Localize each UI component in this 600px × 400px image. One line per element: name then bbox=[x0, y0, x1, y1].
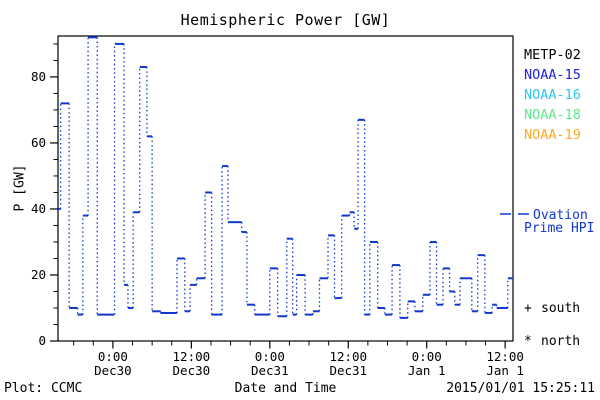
x-tick-time-label: 0:00 bbox=[98, 349, 128, 364]
x-tick-date-label: Dec30 bbox=[173, 363, 211, 378]
ovation-legend-line1: Ovation bbox=[533, 208, 588, 223]
plot-timestamp: 2015/01/01 15:25:11 bbox=[446, 381, 595, 396]
x-tick-time-label: 0:00 bbox=[255, 349, 285, 364]
north-marker-legend: * north bbox=[524, 334, 580, 349]
plot-credit: Plot: CCMC bbox=[4, 381, 83, 396]
legend-item-noaa19: NOAA-19 bbox=[524, 127, 581, 143]
south-marker-legend: + south bbox=[524, 301, 580, 316]
legend-item-noaa16: NOAA-16 bbox=[524, 87, 581, 103]
legend-item-metp02: METP-02 bbox=[524, 47, 581, 63]
y-tick-label: 20 bbox=[31, 267, 46, 282]
x-tick-date-label: Dec31 bbox=[251, 363, 289, 378]
south-label: south bbox=[541, 301, 581, 316]
x-axis-label: Date and Time bbox=[234, 381, 337, 396]
plus-symbol: + bbox=[524, 301, 532, 316]
x-tick-date-label: Jan 1 bbox=[486, 363, 524, 378]
y-tick-label: 80 bbox=[31, 69, 46, 84]
y-axis-label: P [GW] bbox=[12, 164, 28, 212]
asterisk-symbol: * bbox=[524, 334, 532, 349]
y-tick-label: 60 bbox=[31, 135, 46, 150]
x-tick-date-label: Dec31 bbox=[329, 363, 367, 378]
x-tick-date-label: Jan 1 bbox=[408, 363, 446, 378]
x-tick-date-label: Dec30 bbox=[94, 363, 132, 378]
x-tick-time-label: 12:00 bbox=[173, 349, 211, 364]
x-tick-time-label: 12:00 bbox=[329, 349, 367, 364]
y-tick-label: 0 bbox=[38, 333, 46, 348]
ovation-legend-line2: Prime HPI bbox=[524, 221, 595, 236]
plot-title: Hemispheric Power [GW] bbox=[180, 11, 391, 29]
x-tick-time-label: 0:00 bbox=[412, 349, 442, 364]
plot-border bbox=[57, 35, 514, 342]
legend-item-noaa15: NOAA-15 bbox=[524, 67, 581, 83]
y-tick-label: 40 bbox=[31, 201, 46, 216]
legend-item-noaa18: NOAA-18 bbox=[524, 107, 581, 123]
north-label: north bbox=[541, 334, 581, 349]
x-tick-time-label: 12:00 bbox=[486, 349, 524, 364]
